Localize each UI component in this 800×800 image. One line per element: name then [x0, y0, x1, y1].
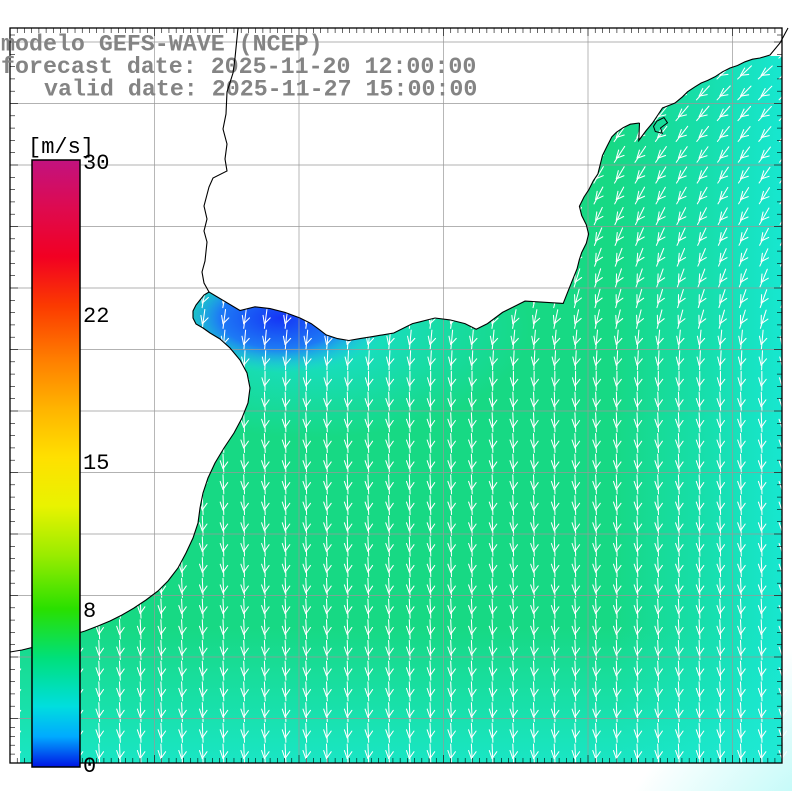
svg-text:22: 22: [83, 304, 109, 329]
svg-text:8: 8: [83, 599, 96, 624]
svg-text:valid date: 2025-11-27 15:00:0: valid date: 2025-11-27 15:00:00: [44, 77, 477, 103]
svg-text:0: 0: [83, 754, 96, 779]
svg-text:30: 30: [83, 151, 109, 176]
svg-text:15: 15: [83, 451, 109, 476]
